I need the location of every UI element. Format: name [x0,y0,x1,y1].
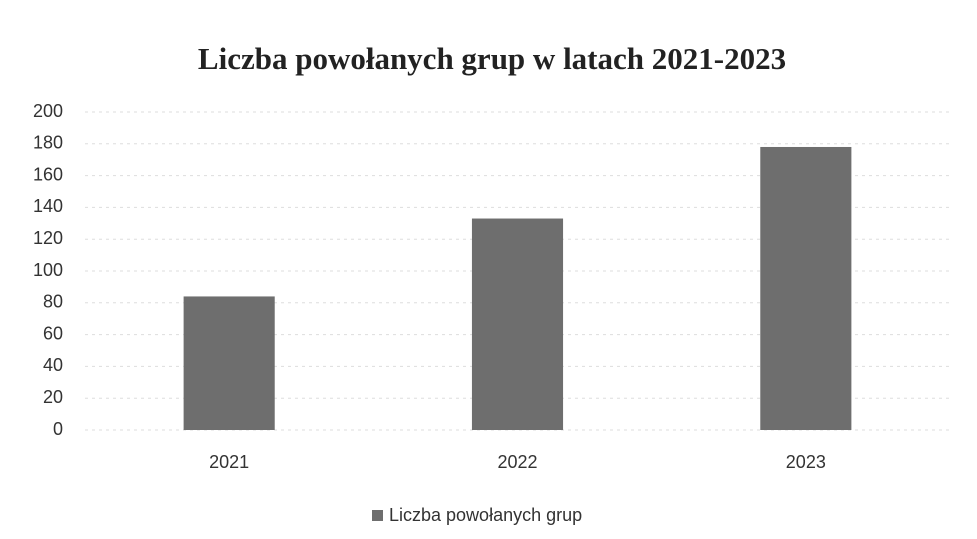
bar [183,296,275,430]
legend-label: Liczba powołanych grup [389,505,582,525]
y-tick-label: 0 [53,419,63,439]
y-tick-label: 20 [43,387,63,407]
y-tick-label: 60 [43,323,63,343]
bar [471,218,564,430]
bar [760,146,852,431]
x-tick-label: 2023 [786,452,826,472]
y-tick-label: 120 [33,228,63,248]
y-tick-label: 100 [33,260,63,280]
y-tick-label: 200 [33,101,63,121]
y-tick-label: 80 [43,292,63,312]
y-tick-label: 40 [43,355,63,375]
legend-swatch [372,510,383,521]
y-tick-label: 140 [33,196,63,216]
y-tick-label: 180 [33,133,63,153]
chart-title: Liczba powołanych grup w latach 2021-202… [198,41,786,76]
y-tick-label: 160 [33,164,63,184]
x-tick-label: 2022 [497,452,537,472]
x-tick-label: 2021 [209,452,249,472]
